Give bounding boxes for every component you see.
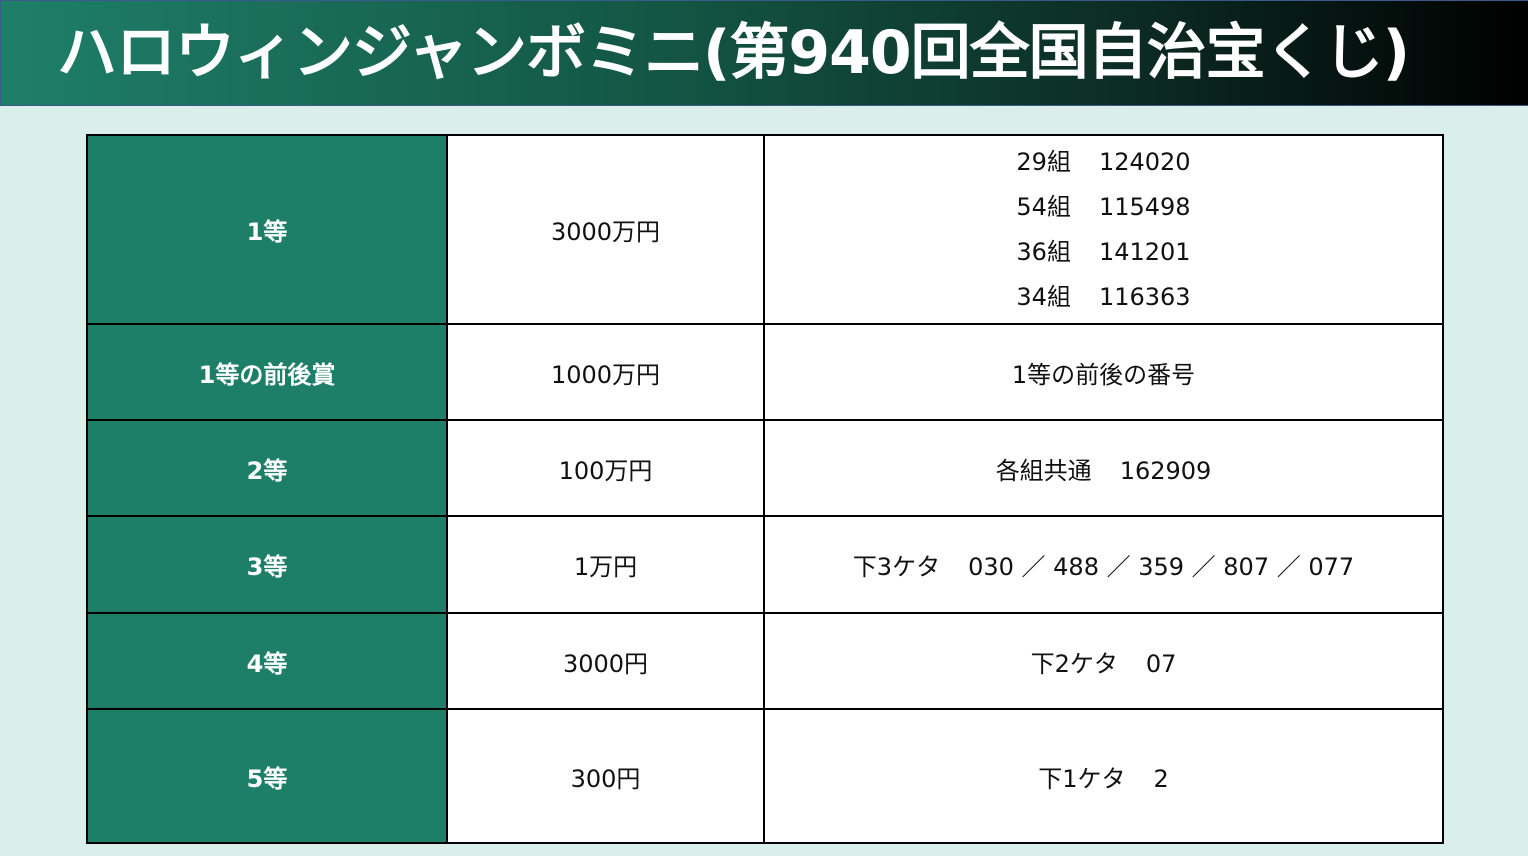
winning-number: 29組 124020 (1016, 147, 1191, 176)
winning-number: 36組 141201 (1016, 237, 1191, 266)
table-row: 1等の前後賞 1000万円 1等の前後の番号 (86, 323, 1444, 421)
numbers-cell: 下2ケタ 07 (763, 612, 1444, 710)
table-row: 2等 100万円 各組共通 162909 (86, 419, 1444, 517)
grade-cell: 1等の前後賞 (86, 323, 448, 421)
prize-cell: 1万円 (446, 515, 765, 614)
winning-number: 34組 116363 (1016, 282, 1191, 311)
prize-cell: 3000円 (446, 612, 765, 710)
prize-cell: 3000万円 (446, 134, 765, 325)
winning-number: 54組 115498 (1016, 192, 1191, 221)
header-banner: ハロウィンジャンボミニ(第940回全国自治宝くじ) (0, 0, 1528, 106)
prize-cell: 1000万円 (446, 323, 765, 421)
prize-cell: 300円 (446, 708, 765, 844)
grade-cell: 2等 (86, 419, 448, 517)
numbers-cell: 1等の前後の番号 (763, 323, 1444, 421)
results-table: 1等 3000万円 29組 124020 54組 115498 36組 141201 … (86, 134, 1444, 844)
table-row: 3等 1万円 下3ケタ 030 ／ 488 ／ 359 ／ 807 ／ 077 (86, 515, 1444, 614)
grade-cell: 3等 (86, 515, 448, 614)
numbers-cell: 各組共通 162909 (763, 419, 1444, 517)
numbers-cell: 下3ケタ 030 ／ 488 ／ 359 ／ 807 ／ 077 (763, 515, 1444, 614)
page-title: ハロウィンジャンボミニ(第940回全国自治宝くじ) (57, 18, 1410, 88)
grade-cell: 1等 (86, 134, 448, 325)
table-row: 5等 300円 下1ケタ 2 (86, 708, 1444, 844)
numbers-cell: 下1ケタ 2 (763, 708, 1444, 844)
numbers-cell: 29組 124020 54組 115498 36組 141201 34組 116363 (763, 134, 1444, 325)
prize-cell: 100万円 (446, 419, 765, 517)
table-row: 4等 3000円 下2ケタ 07 (86, 612, 1444, 710)
grade-cell: 5等 (86, 708, 448, 844)
table-row: 1等 3000万円 29組 124020 54組 115498 36組 141201 … (86, 134, 1444, 325)
grade-cell: 4等 (86, 612, 448, 710)
